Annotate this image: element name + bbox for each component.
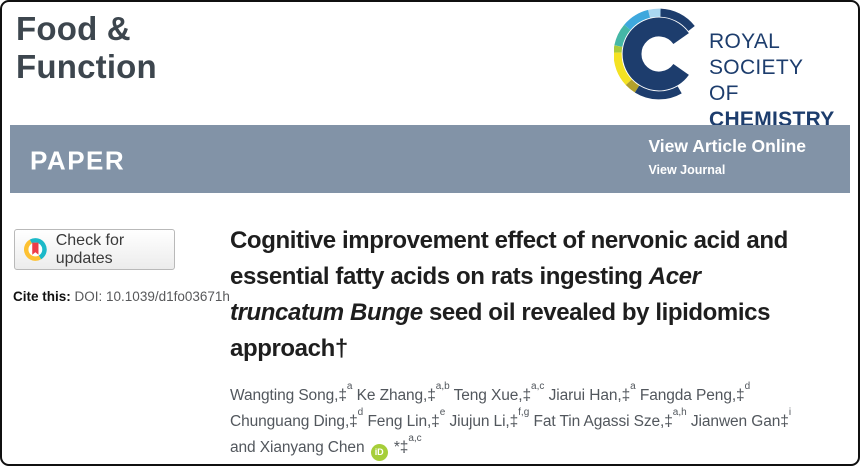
text-segment: Cognitive improvement effect of nervonic… [230,227,788,254]
title-line: approach† [230,331,791,367]
title-italic-segment: truncatum Bunge [230,299,423,326]
publisher-name: ROYAL SOCIETY OF CHEMISTRY [709,29,858,133]
affiliation-superscript: a,c [531,381,545,392]
text-segment: Ke Zhang,‡ [352,387,436,405]
doi-value: DOI: 10.1039/d1fo03671h [74,289,230,304]
text-segment: Teng Xue,‡ [449,387,532,405]
affiliation-superscript: a,h [672,407,687,419]
author-line: and Xianyang Chen iD *‡a,c [230,433,791,461]
text-segment: and Xianyang Chen [230,439,369,457]
text-segment: seed oil revealed by lipidomics [422,299,771,326]
check-for-updates-label: Check for updates [55,231,125,267]
orcid-id-icon[interactable]: iD [370,443,388,461]
cite-this-label: Cite this: [13,289,71,304]
article-type-label: PAPER [30,145,126,176]
text-segment: Feng Lin,‡ [363,413,440,431]
author-line: Wangting Song,‡a Ke Zhang,‡a,b Teng Xue,… [230,381,791,407]
text-segment: Fat Tin Agassi Sze,‡ [529,413,673,431]
text-segment: Jiarui Han,‡ [544,387,631,405]
view-article-online-link[interactable]: View Article Online [648,136,806,156]
author-line: Chunguang Ding,‡d Feng Lin,‡e Jiujun Li,… [230,407,791,433]
affiliation-superscript: e [439,407,446,419]
paper-banner: PAPER View Article Online View Journal [10,125,850,193]
affiliation-superscript: d [744,381,751,392]
citation-line: Cite this: DOI: 10.1039/d1fo03671h [13,289,230,304]
affiliation-superscript: a [630,381,636,392]
journal-title-line1: Food & [16,10,131,47]
journal-title-line2: Function [16,48,157,85]
text-segment: Jiujun Li,‡ [445,413,519,431]
affiliation-superscript: a,c [408,433,422,445]
text-segment: Wangting Song,‡ [230,387,347,405]
title-line: Cognitive improvement effect of nervonic… [230,223,791,259]
text-segment: *‡ [389,439,409,457]
article-title: Cognitive improvement effect of nervonic… [230,223,791,367]
article-header: Cognitive improvement effect of nervonic… [230,223,791,461]
title-italic-segment: Acer [648,263,701,290]
affiliation-superscript: a,b [435,381,450,392]
view-journal-link[interactable]: View Journal [648,163,726,177]
journal-title: Food & Function [16,10,157,86]
text-segment: Jianwen Gan‡ [686,413,789,431]
affiliation-superscript: i [788,407,792,419]
affiliation-superscript: a [346,381,353,392]
publisher-line1: ROYAL SOCIETY [709,30,804,79]
check-for-updates-button[interactable]: Check for updates [14,229,175,270]
title-line: truncatum Bunge seed oil revealed by lip… [230,295,791,331]
banner-links: View Article Online View Journal [648,136,806,177]
title-line: essential fatty acids on rats ingesting … [230,259,791,295]
text-segment: Fangda Peng,‡ [635,387,745,405]
affiliation-superscript: f,g [518,407,530,419]
text-segment: approach† [230,335,348,362]
crossmark-icon [24,238,47,261]
affiliation-superscript: d [357,407,364,419]
author-list: Wangting Song,‡a Ke Zhang,‡a,b Teng Xue,… [230,381,791,461]
rsc-logo-icon [614,8,695,100]
text-segment: essential fatty acids on rats ingesting [230,263,649,290]
text-segment: Chunguang Ding,‡ [230,413,358,431]
